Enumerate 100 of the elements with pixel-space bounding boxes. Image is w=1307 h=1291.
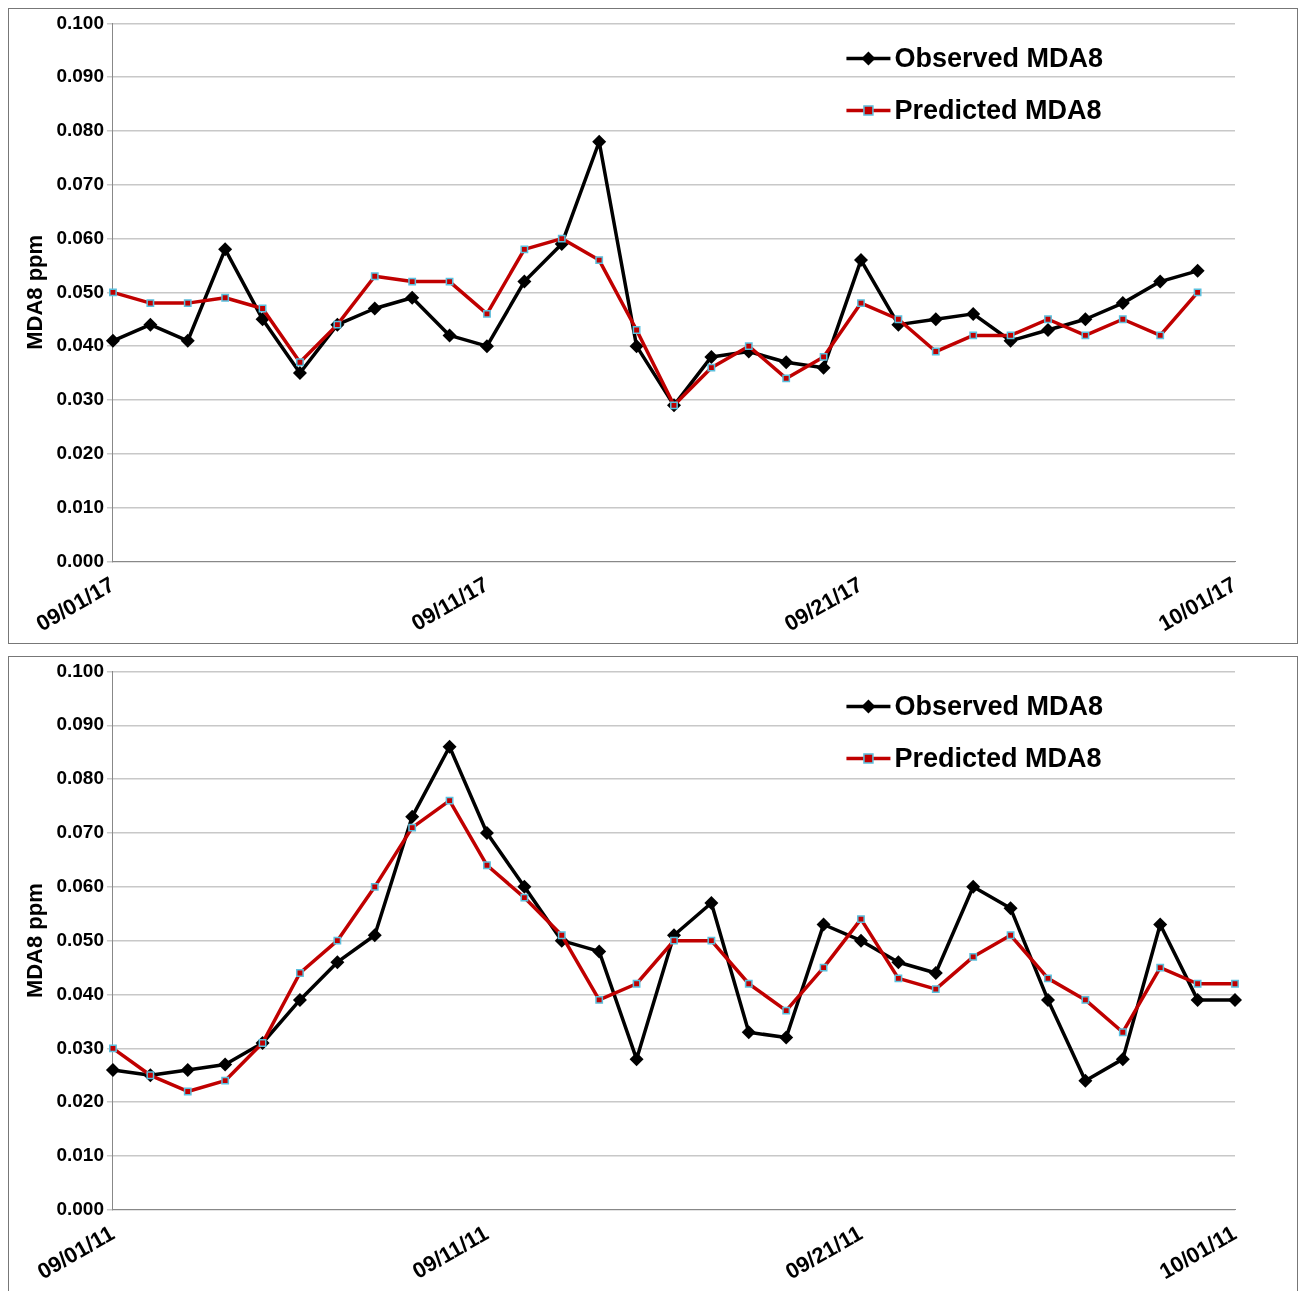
point: [744, 342, 753, 351]
point: [1078, 1073, 1093, 1088]
point: [894, 974, 903, 983]
point: [221, 1076, 230, 1085]
point: [782, 1006, 791, 1015]
point: [1156, 963, 1165, 972]
point: [931, 985, 940, 994]
point: [704, 895, 719, 910]
point: [255, 312, 270, 327]
y-tick-label: 0.080: [56, 767, 104, 789]
point: [367, 301, 382, 316]
point: [479, 825, 494, 840]
point: [928, 965, 943, 980]
point: [816, 917, 831, 932]
point: [857, 915, 865, 924]
y-tick-label: 0.020: [56, 1090, 104, 1112]
point: [1040, 323, 1055, 338]
point: [517, 879, 532, 894]
point: [595, 256, 604, 265]
point: [1003, 901, 1018, 916]
point: [1081, 331, 1090, 340]
point: [445, 277, 454, 286]
point: [819, 963, 828, 972]
y-tick-label: 0.030: [56, 388, 104, 410]
point: [931, 347, 940, 356]
point: [857, 299, 865, 308]
point: [782, 374, 791, 383]
point: [557, 234, 566, 243]
legend-label: Predicted MDA8: [894, 94, 1102, 125]
point: [442, 739, 457, 754]
point: [1081, 995, 1090, 1004]
point: [1193, 288, 1202, 297]
point: [1153, 917, 1168, 932]
point: [221, 293, 230, 302]
y-tick-label: 0.020: [56, 441, 104, 463]
y-axis-title: MDA8 ppm: [22, 883, 48, 999]
y-tick-label: 0.040: [56, 334, 104, 356]
point: [1006, 331, 1015, 340]
point: [408, 823, 417, 832]
point: [180, 333, 195, 348]
point: [1190, 992, 1205, 1007]
point: [483, 309, 491, 318]
point: [819, 352, 828, 361]
point: [592, 134, 607, 149]
point: [557, 931, 566, 940]
point: [180, 1062, 195, 1077]
point: [853, 253, 868, 268]
point: [296, 358, 304, 367]
y-tick-label: 0.010: [56, 1144, 104, 1166]
point: [1190, 263, 1205, 278]
point: [595, 995, 604, 1004]
point: [966, 306, 981, 321]
point: [1153, 274, 1168, 289]
point: [292, 366, 307, 381]
point: [707, 936, 716, 945]
point: [1006, 931, 1015, 940]
legend-label: Observed MDA8: [894, 690, 1104, 721]
point: [367, 928, 382, 943]
y-tick-label: 0.030: [56, 1036, 104, 1058]
point: [1118, 315, 1127, 324]
y-tick-label: 0.100: [56, 659, 104, 681]
point: [442, 328, 457, 343]
y-tick-label: 0.000: [56, 1198, 104, 1220]
y-tick-label: 0.010: [56, 495, 104, 517]
point: [1115, 1052, 1130, 1067]
point: [370, 882, 379, 891]
y-tick-label: 0.070: [56, 173, 104, 195]
point: [483, 861, 491, 870]
point: [405, 290, 420, 305]
point: [1044, 315, 1052, 324]
point: [146, 299, 155, 308]
point: [296, 969, 304, 977]
point: [143, 317, 158, 332]
point: [928, 312, 943, 327]
y-tick-label: 0.080: [56, 119, 104, 141]
point: [1044, 974, 1052, 983]
point: [741, 1025, 756, 1040]
point: [408, 277, 417, 286]
y-tick-label: 0.060: [56, 226, 104, 248]
point: [218, 242, 233, 257]
point: [1118, 1028, 1127, 1037]
point: [218, 1057, 233, 1072]
point: [707, 363, 716, 372]
point: [704, 349, 719, 364]
point: [1228, 992, 1242, 1007]
point: [816, 360, 831, 375]
point: [1231, 979, 1239, 988]
point: [779, 1030, 794, 1045]
point: [592, 944, 607, 959]
y-axis-title: MDA8 ppm: [22, 234, 48, 350]
point: [632, 326, 641, 334]
y-tick-label: 0.050: [56, 280, 104, 302]
point: [330, 955, 345, 970]
point: [105, 333, 120, 348]
point: [445, 796, 454, 805]
point: [370, 272, 379, 281]
point: [405, 809, 420, 824]
point: [1115, 296, 1130, 311]
point: [479, 339, 494, 354]
point: [1078, 312, 1093, 327]
